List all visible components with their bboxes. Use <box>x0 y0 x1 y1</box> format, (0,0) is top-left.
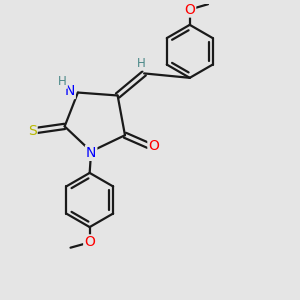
Text: O: O <box>148 139 159 152</box>
Text: O: O <box>84 236 95 249</box>
Text: N: N <box>64 84 75 98</box>
Text: H: H <box>58 75 67 88</box>
Text: S: S <box>28 124 37 138</box>
Text: N: N <box>86 146 96 160</box>
Text: O: O <box>184 2 195 16</box>
Text: H: H <box>137 57 146 70</box>
